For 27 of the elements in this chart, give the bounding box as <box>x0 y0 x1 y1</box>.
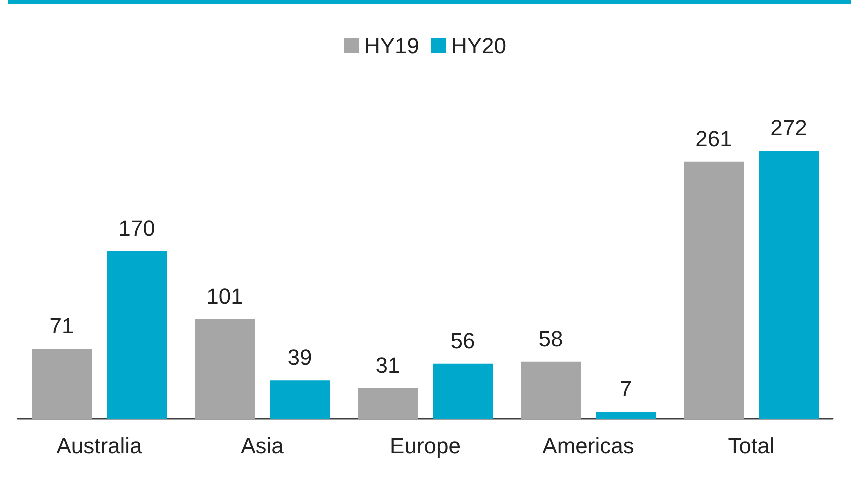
data-label: 39 <box>288 345 312 370</box>
bar <box>270 380 330 419</box>
data-label: 71 <box>50 314 74 339</box>
x-tick-label: Total <box>728 434 775 458</box>
bar <box>32 349 92 419</box>
bar <box>433 364 493 419</box>
data-label: 58 <box>538 326 564 352</box>
x-tick-label: Americas <box>542 434 634 458</box>
x-tick-label: Europe <box>390 434 461 458</box>
bar <box>521 362 581 419</box>
bar <box>195 319 255 419</box>
data-label: 272 <box>770 116 808 140</box>
bar <box>107 252 167 419</box>
data-label: 56 <box>450 328 476 354</box>
bar <box>684 162 744 419</box>
legend-label: HY20 <box>452 34 507 58</box>
legend-label: HY19 <box>364 34 420 58</box>
data-label: 7 <box>620 376 632 402</box>
x-tick-label: Australia <box>56 434 144 458</box>
bar <box>358 388 418 419</box>
data-label: 31 <box>376 352 400 378</box>
bar <box>759 151 819 419</box>
data-label: 170 <box>118 216 156 241</box>
data-label: 101 <box>206 284 244 309</box>
data-label: 261 <box>696 126 732 152</box>
bar <box>596 412 656 419</box>
x-tick-label: Asia <box>241 434 285 458</box>
